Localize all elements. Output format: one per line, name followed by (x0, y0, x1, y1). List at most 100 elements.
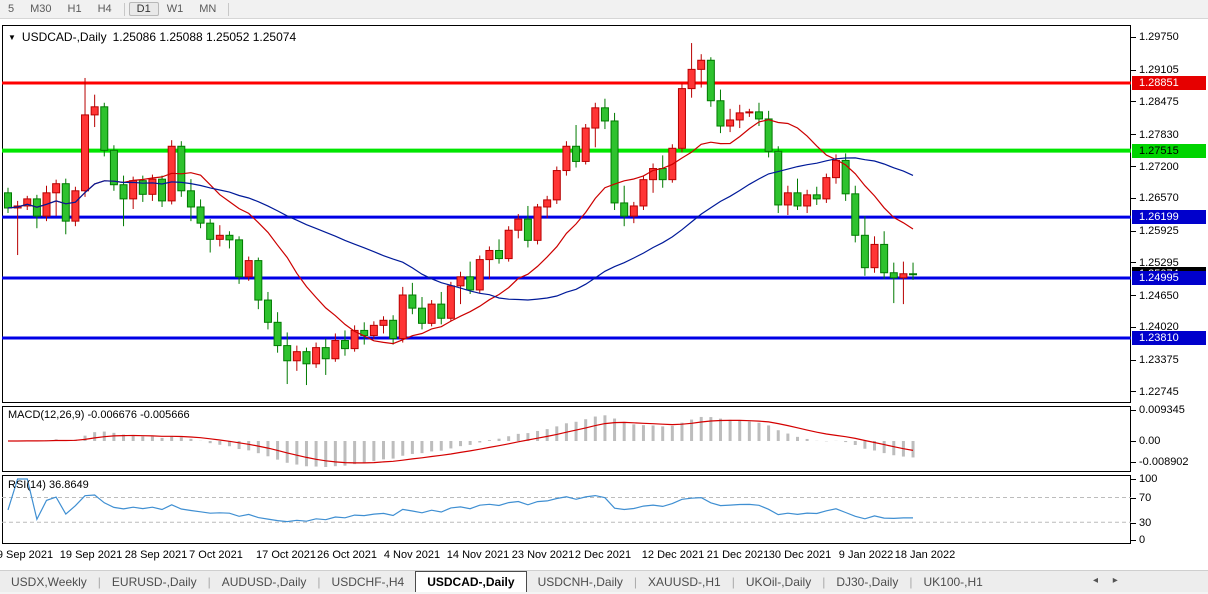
timeframe-button-5[interactable]: 5 (8, 3, 15, 15)
tab-eurusd-daily[interactable]: EURUSD-,Daily (111, 575, 197, 589)
price-axis-tick (1131, 134, 1136, 135)
price-axis-label: 1.24020 (1139, 321, 1179, 334)
rsi-axis-tick (1131, 540, 1136, 541)
rsi-axis-label: 30 (1139, 517, 1152, 529)
candle-body (302, 351, 311, 365)
candle-body (514, 218, 523, 231)
price-axis-label: 1.27200 (1139, 160, 1179, 173)
candle-body (620, 202, 629, 217)
candle-body (754, 111, 763, 120)
candle-body (774, 150, 783, 206)
candle-body (466, 276, 475, 291)
candle-body (658, 168, 667, 181)
timeframe-button-h4[interactable]: H4 (97, 3, 112, 15)
tab-separator: | (822, 575, 826, 589)
timeframe-button-m30[interactable]: M30 (30, 3, 52, 15)
level-badge-1.26199: 1.26199 (1132, 210, 1206, 225)
price-chart-canvas[interactable] (2, 25, 1131, 403)
candle-body (292, 351, 301, 362)
macd-label: MACD(12,26,9) -0.006676 -0.005666 (8, 409, 190, 421)
symbol-tabbar: USDX,Weekly | EURUSD-,Daily | AUDUSD-,Daily |… (0, 570, 1208, 593)
date-axis-label: 4 Nov 2021 (383, 549, 441, 561)
macd-canvas[interactable] (2, 406, 1131, 472)
tab-scroll-arrows[interactable]: ◂ ▸ (1093, 575, 1124, 586)
candle-body (475, 259, 484, 291)
candle-body (71, 190, 80, 222)
candle-body (273, 321, 282, 347)
candle-body (880, 243, 889, 274)
date-axis-label: 17 Oct 2021 (256, 549, 316, 561)
price-axis-label: 1.24650 (1139, 289, 1179, 302)
timeframe-button-mn[interactable]: MN (199, 3, 217, 15)
price-axis-label: 1.25295 (1139, 256, 1179, 269)
candle-body (4, 192, 12, 209)
candle-body (418, 307, 427, 324)
timeframe-button-h1[interactable]: H1 (67, 3, 82, 15)
candle-body (408, 294, 417, 309)
tab-separator: | (317, 575, 321, 589)
rsi-canvas[interactable] (2, 475, 1131, 544)
candle-body (889, 272, 898, 279)
tab-usdcnh-daily[interactable]: USDCNH-,Daily (537, 575, 623, 589)
price-axis-label: 1.29750 (1139, 31, 1179, 44)
toolbar-separator (123, 2, 125, 16)
tab-audusd-daily[interactable]: AUDUSD-,Daily (221, 575, 307, 589)
timeframe-button-w1[interactable]: W1 (166, 3, 184, 15)
candle-body (899, 273, 908, 279)
chart-title-row: ▼ USDCAD-,Daily 1.25086 1.25088 1.25052 … (8, 30, 296, 44)
candle-body (793, 192, 802, 207)
candle-body (726, 119, 735, 127)
candle-body (52, 183, 61, 194)
date-axis-label: 18 Jan 2022 (894, 549, 956, 561)
rsi-panel[interactable] (2, 475, 1131, 544)
price-chart-panel[interactable] (2, 25, 1131, 403)
tab-ukoil-daily[interactable]: UKOil-,Daily (745, 575, 812, 589)
tab-usdx-weekly[interactable]: USDX,Weekly (11, 575, 87, 589)
candle-body (109, 149, 118, 186)
macd-axis-label: 0.009345 (1139, 404, 1185, 416)
tab-dj30-daily[interactable]: DJ30-,Daily (836, 575, 899, 589)
price-axis-tick (1131, 198, 1136, 199)
bottom-strip (0, 592, 1208, 594)
candle-body (783, 192, 792, 206)
price-axis-tick (1131, 262, 1136, 263)
rsi-axis-tick (1131, 523, 1136, 524)
date-axis-label: 21 Dec 2021 (706, 549, 770, 561)
rsi-label: RSI(14) 36.8649 (8, 479, 89, 491)
candle-body (81, 114, 90, 192)
tab-usdchf-h4[interactable]: USDCHF-,H4 (331, 575, 405, 589)
candle-body (610, 120, 619, 204)
level-badge-1.28851: 1.28851 (1132, 75, 1206, 90)
candle-body (215, 234, 224, 240)
level-badge-1.27515: 1.27515 (1132, 143, 1206, 158)
ma-fast-line (7, 119, 914, 345)
candle-body (446, 285, 455, 319)
timeframe-button-d1[interactable]: D1 (128, 2, 159, 16)
candle-body (427, 303, 436, 324)
candle-body (562, 145, 571, 172)
candle-body (61, 183, 70, 222)
price-axis-label: 1.27830 (1139, 128, 1179, 141)
candle-body (716, 100, 725, 127)
tab-uk100-h1[interactable]: UK100-,H1 (923, 575, 983, 589)
chart-dropdown-icon[interactable]: ▼ (8, 32, 16, 42)
candle-body (186, 190, 195, 208)
candle-body (745, 111, 754, 114)
candle-body (196, 206, 205, 224)
candle-body (523, 218, 532, 241)
candle-body (225, 234, 234, 241)
candle-body (90, 106, 99, 116)
candle-body (870, 243, 879, 269)
candle-body (909, 273, 918, 276)
level-badge-1.23810: 1.23810 (1132, 331, 1206, 345)
rsi-axis-tick (1131, 479, 1136, 480)
tab-usdcad-daily[interactable]: USDCAD-,Daily (415, 571, 527, 593)
chart-ohlc-quote: 1.25086 1.25088 1.25052 1.25074 (112, 30, 297, 44)
macd-signal-line (8, 419, 914, 464)
candle-body (764, 118, 773, 152)
price-axis-label: 1.22745 (1139, 385, 1179, 398)
candle-body (649, 168, 658, 181)
candle-body (263, 299, 272, 323)
tab-xauusd-h1[interactable]: XAUUSD-,H1 (648, 575, 721, 589)
tab-separator: | (97, 575, 101, 589)
